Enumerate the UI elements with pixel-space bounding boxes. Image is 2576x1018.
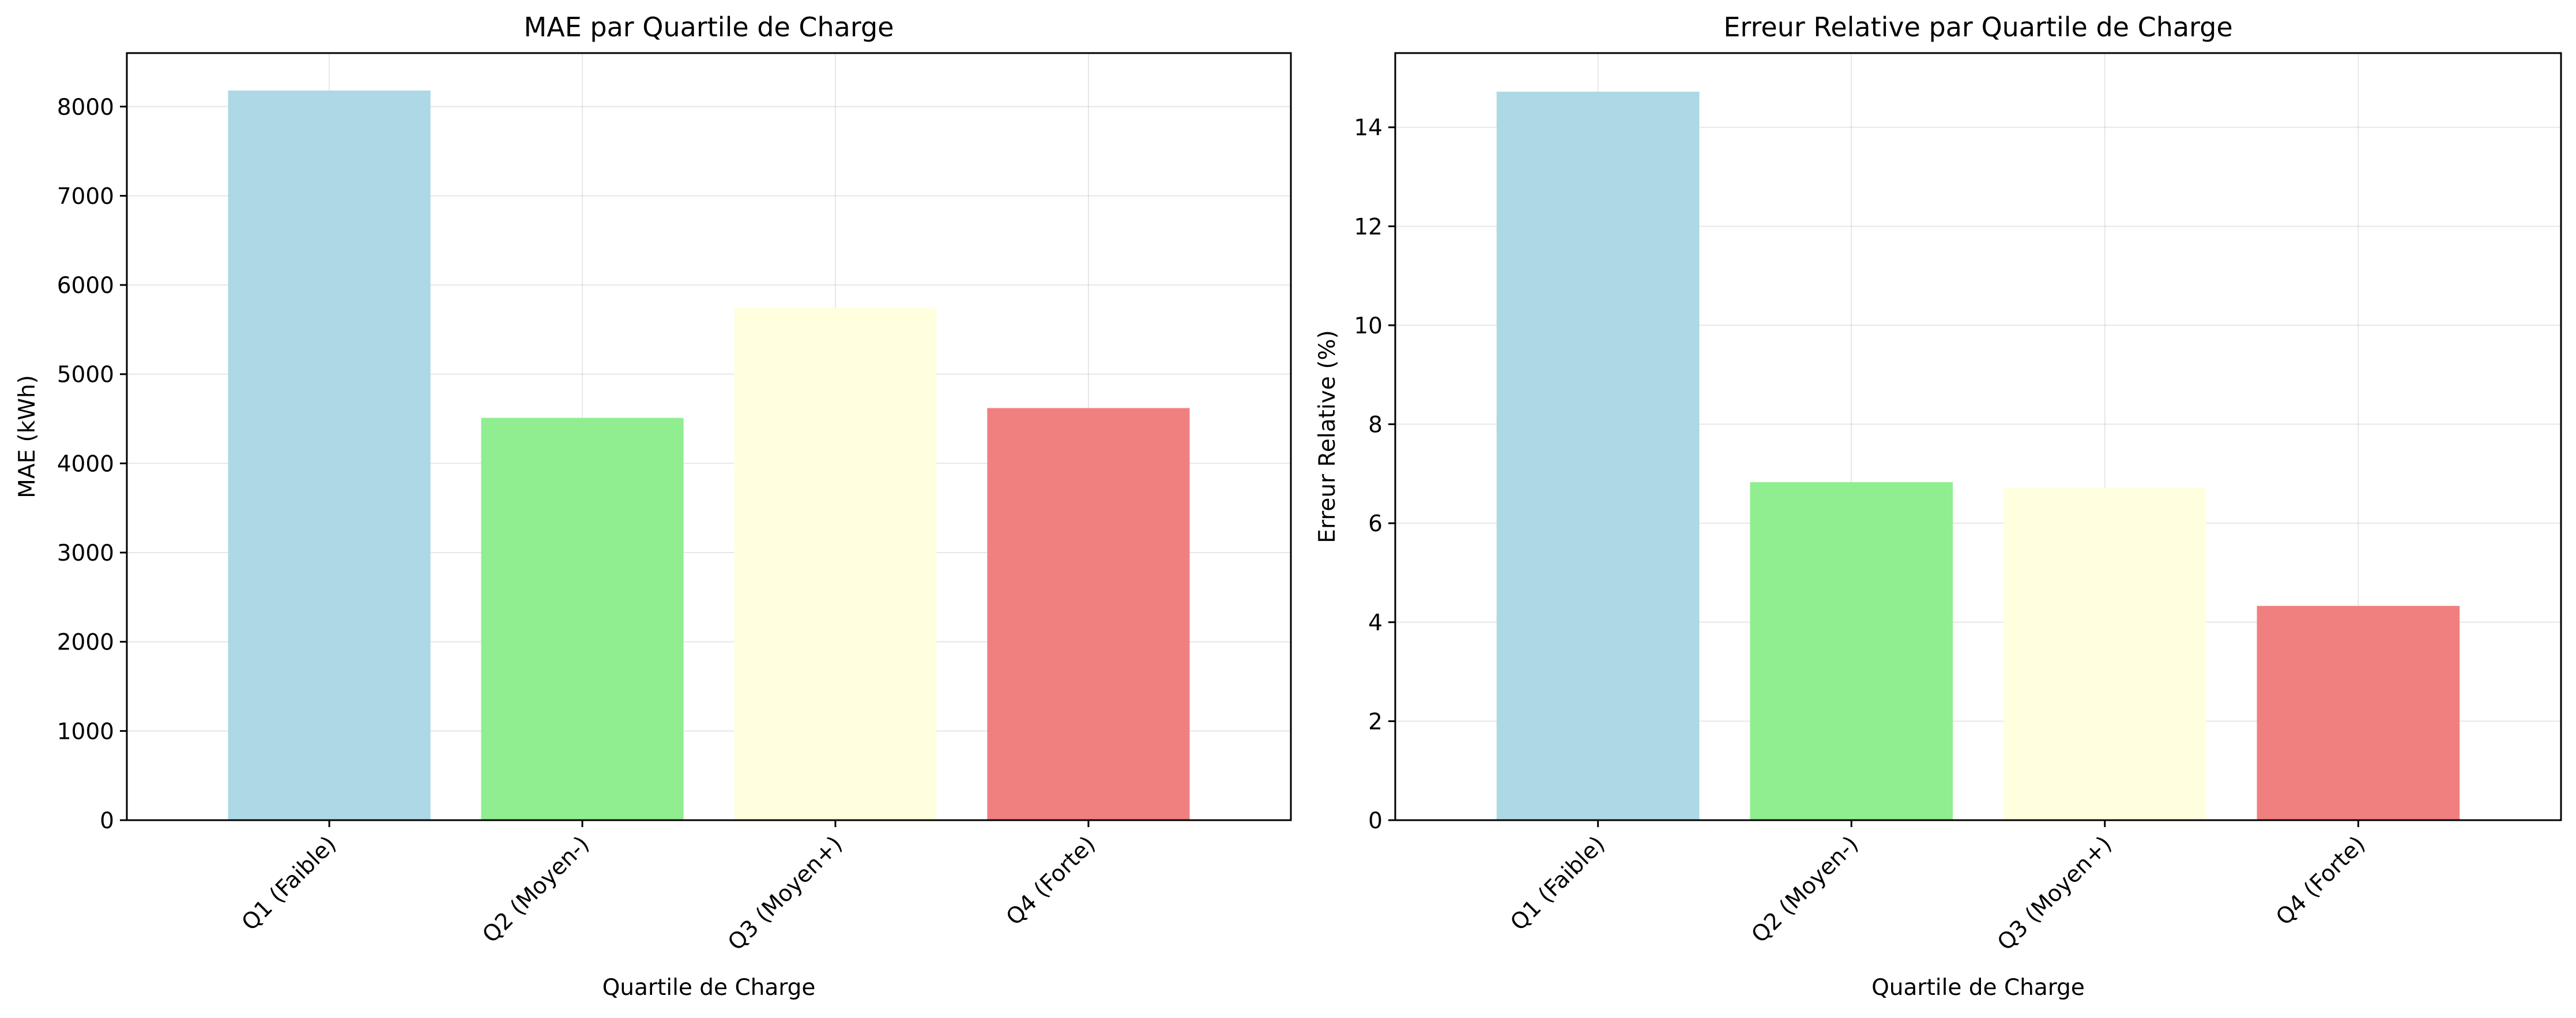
mae-y-tick-label: 4000 (57, 451, 114, 477)
mae-y-ticks: 0 1000 2000 3000 4000 5000 6000 7000 8000 (57, 95, 127, 834)
relative-error-x-axis-label: Quartile de Charge (1871, 975, 2085, 1001)
relative-error-bars (1496, 91, 2460, 820)
relative-error-chart-title: Erreur Relative par Quartile de Charge (1723, 12, 2232, 43)
relative-error-bar-4 (2257, 606, 2460, 820)
relative-error-bar-3 (2003, 487, 2206, 820)
mae-y-axis-label: MAE (kWh) (14, 375, 40, 498)
mae-chart-title: MAE par Quartile de Charge (524, 12, 894, 43)
relative-error-plot-frame (1394, 52, 2562, 821)
relative-error-y-tick-label: 12 (1354, 214, 1383, 240)
relative-error-y-tick-label: 0 (1368, 808, 1383, 834)
mae-y-tick-label: 6000 (57, 273, 114, 299)
relative-error-y-tick-label: 4 (1368, 610, 1383, 636)
mae-y-tick-label: 8000 (57, 95, 114, 121)
relative-error-y-axis-label: Erreur Relative (%) (1315, 330, 1340, 543)
mae-y-tick-label: 3000 (57, 540, 114, 566)
mae-y-tick-label: 7000 (57, 183, 114, 209)
mae-y-tick-label: 0 (100, 808, 114, 834)
mae-plot-frame (126, 52, 1292, 821)
relative-error-y-tick-label: 10 (1354, 313, 1383, 339)
mae-bar-4 (987, 408, 1190, 820)
mae-bars (228, 90, 1190, 820)
mae-y-tick-label: 1000 (57, 719, 114, 745)
relative-error-y-tick-label: 14 (1354, 115, 1383, 141)
relative-error-y-tick-label: 6 (1368, 511, 1383, 537)
mae-bar-3 (734, 307, 937, 820)
relative-error-bar-1 (1496, 91, 1700, 820)
relative-error-y-ticks: 0 2 4 6 8 10 12 14 (1354, 115, 1395, 834)
mae-x-axis-label: Quartile de Charge (602, 975, 816, 1001)
mae-bar-1 (228, 90, 431, 820)
relative-error-y-tick-label: 2 (1368, 709, 1383, 735)
relative-error-y-tick-label: 8 (1368, 412, 1383, 438)
mae-y-tick-label: 5000 (57, 362, 114, 388)
mae-bar-2 (481, 418, 684, 820)
mae-y-tick-label: 2000 (57, 630, 114, 656)
relative-error-bar-2 (1750, 482, 1953, 820)
